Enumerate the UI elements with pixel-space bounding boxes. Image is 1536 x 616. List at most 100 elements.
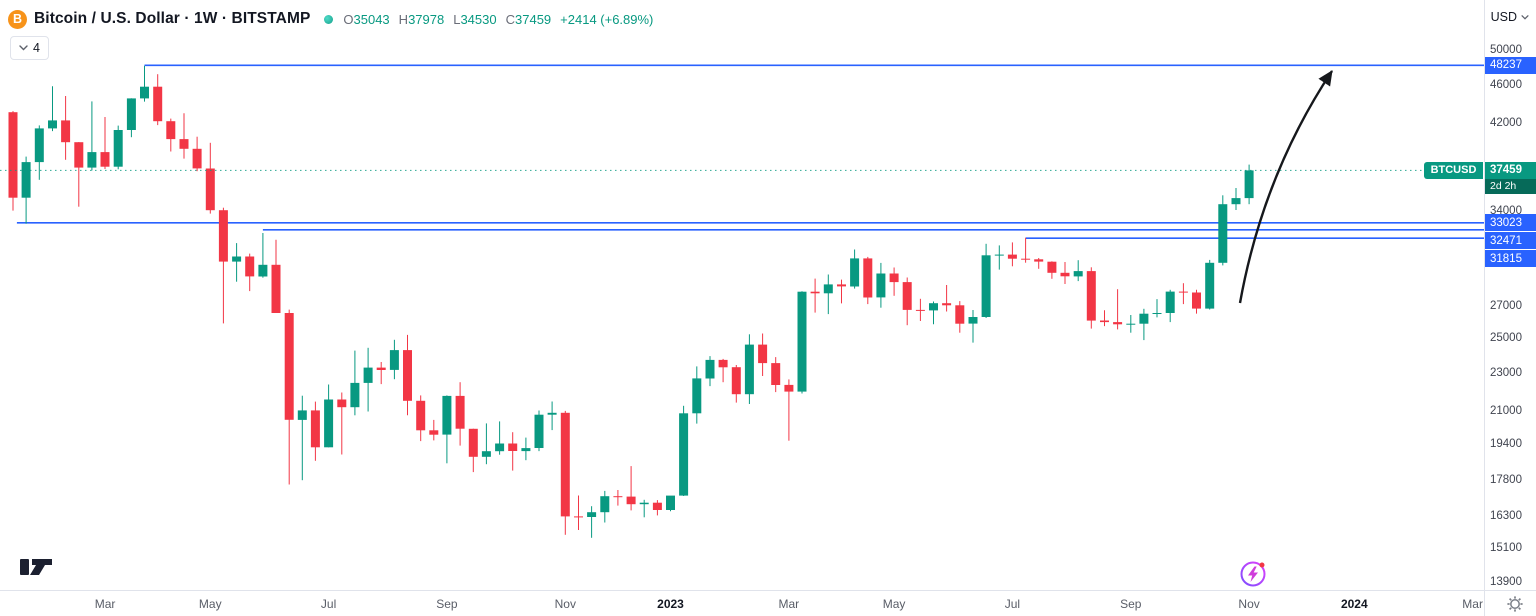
object-tree-collapse-button[interactable]: 4 <box>10 36 49 60</box>
candle-body <box>495 443 505 452</box>
price-axis-tick: 50000 <box>1490 44 1522 57</box>
open-label: O <box>343 11 354 27</box>
candle-body <box>232 256 242 262</box>
candle-body <box>784 384 794 392</box>
candle-body <box>863 258 873 298</box>
candle-body <box>902 282 912 310</box>
symbol-legend[interactable]: B Bitcoin / U.S. Dollar · 1W · BITSTAMP … <box>8 8 653 30</box>
candle-body <box>837 284 846 287</box>
candle-body <box>1165 291 1175 313</box>
candle-body <box>508 443 518 451</box>
candle-body <box>1021 258 1031 260</box>
candle-body <box>48 120 57 129</box>
candle-body <box>771 363 781 385</box>
candle-body <box>363 367 373 383</box>
candle-body <box>968 317 978 324</box>
candle-body <box>297 410 307 420</box>
spark-badge[interactable] <box>1239 560 1267 593</box>
symbol-title[interactable]: Bitcoin / U.S. Dollar · 1W · BITSTAMP <box>34 10 311 27</box>
low-label: L <box>453 11 461 27</box>
candle-body <box>810 291 820 294</box>
time-axis-month-label: Jul <box>320 597 337 611</box>
candle-body <box>547 412 557 415</box>
price-axis-tick: 15100 <box>1490 541 1522 554</box>
candle-body <box>994 254 1004 256</box>
candle-body <box>639 502 649 505</box>
candle-body <box>534 414 544 448</box>
chart-pane[interactable] <box>0 0 1484 590</box>
gear-icon[interactable] <box>1506 595 1524 613</box>
price-axis-tick: 27000 <box>1490 300 1522 313</box>
price-axis-tick: 13900 <box>1490 576 1522 589</box>
candle-body <box>113 130 123 167</box>
candle-body <box>350 382 360 408</box>
candle-body <box>166 121 176 140</box>
candle-body <box>823 284 833 294</box>
price-axis-tick: 21000 <box>1490 404 1522 417</box>
candle-body <box>797 291 807 392</box>
price-axis-tick: 17800 <box>1490 473 1522 486</box>
currency-toggle-button[interactable]: USD <box>1491 10 1529 24</box>
candle-body <box>481 451 491 457</box>
candle-body <box>1007 254 1017 259</box>
time-axis-month-label: Mar <box>778 597 800 611</box>
candle-body <box>468 428 478 457</box>
candle-body <box>1139 313 1149 324</box>
candle-body <box>284 313 294 420</box>
candle-body <box>692 378 702 414</box>
market-status-icon[interactable] <box>324 14 334 24</box>
price-axis-tick: 16300 <box>1490 510 1522 523</box>
time-axis-month-label: Jul <box>1004 597 1021 611</box>
price-axis[interactable]: 50000 46000 42000 34000 27000 25000 23000 21000… <box>1484 0 1536 590</box>
candle-body <box>1086 271 1096 321</box>
time-axis-month-label: Nov <box>1238 597 1260 611</box>
candle-body <box>942 303 952 306</box>
price-line-label: 31815 <box>1485 250 1536 268</box>
lightning-icon <box>1248 566 1258 582</box>
price-axis-tick: 23000 <box>1490 367 1522 380</box>
candle-body <box>731 367 741 395</box>
time-axis-month-label: Mar <box>1462 597 1483 611</box>
candle-body <box>429 430 439 435</box>
candles-series <box>8 65 1254 538</box>
candle-body <box>587 512 597 517</box>
candle-body <box>744 344 754 395</box>
change-value: +2414 (+6.89%) <box>560 11 654 27</box>
candle-body <box>389 350 399 370</box>
candle-body <box>613 496 623 498</box>
candle-body <box>1152 313 1162 314</box>
ohlc-values: O35043 H37978 L34530 C37459 +2414 (+6.89… <box>343 12 653 27</box>
candle-body <box>1205 262 1215 309</box>
price-axis-tick: 25000 <box>1490 332 1522 345</box>
candle-body <box>376 367 386 370</box>
candle-body <box>705 359 715 379</box>
price-axis-tick: 19400 <box>1490 437 1522 450</box>
chevron-down-icon <box>19 45 28 51</box>
price-line-label: 48237 <box>1485 56 1536 74</box>
open-value: 35043 <box>353 11 390 27</box>
candle-body <box>416 400 426 431</box>
time-axis-month-label: Mar <box>94 597 116 611</box>
time-axis[interactable]: Mar May Jul Sep Nov 2023 Mar May Jul Sep Nov 2024 Ma… <box>0 590 1484 616</box>
high-label: H <box>398 11 409 27</box>
price-axis-tick: 42000 <box>1490 116 1522 129</box>
candle-body <box>1192 292 1201 309</box>
candle-body <box>1231 198 1241 205</box>
bar-countdown-label: 2d 2h <box>1485 178 1536 194</box>
close-label: C <box>505 11 515 27</box>
notification-dot <box>1259 562 1265 568</box>
time-axis-month-label: May <box>882 597 906 611</box>
horizontal-price-lines[interactable] <box>16 64 1484 240</box>
candle-body <box>1126 323 1136 325</box>
trend-arrow-annotation[interactable] <box>1238 70 1334 304</box>
candle-body <box>218 210 228 262</box>
candle-body <box>889 273 899 283</box>
candle-body <box>876 273 886 298</box>
scale-settings-corner[interactable] <box>1484 590 1536 616</box>
candle-body <box>34 128 44 163</box>
symbol-price-tag: BTCUSD <box>1424 161 1483 179</box>
candle-body <box>310 410 320 448</box>
bitcoin-logo-icon: B <box>8 9 27 29</box>
tradingview-logo[interactable] <box>18 552 54 583</box>
